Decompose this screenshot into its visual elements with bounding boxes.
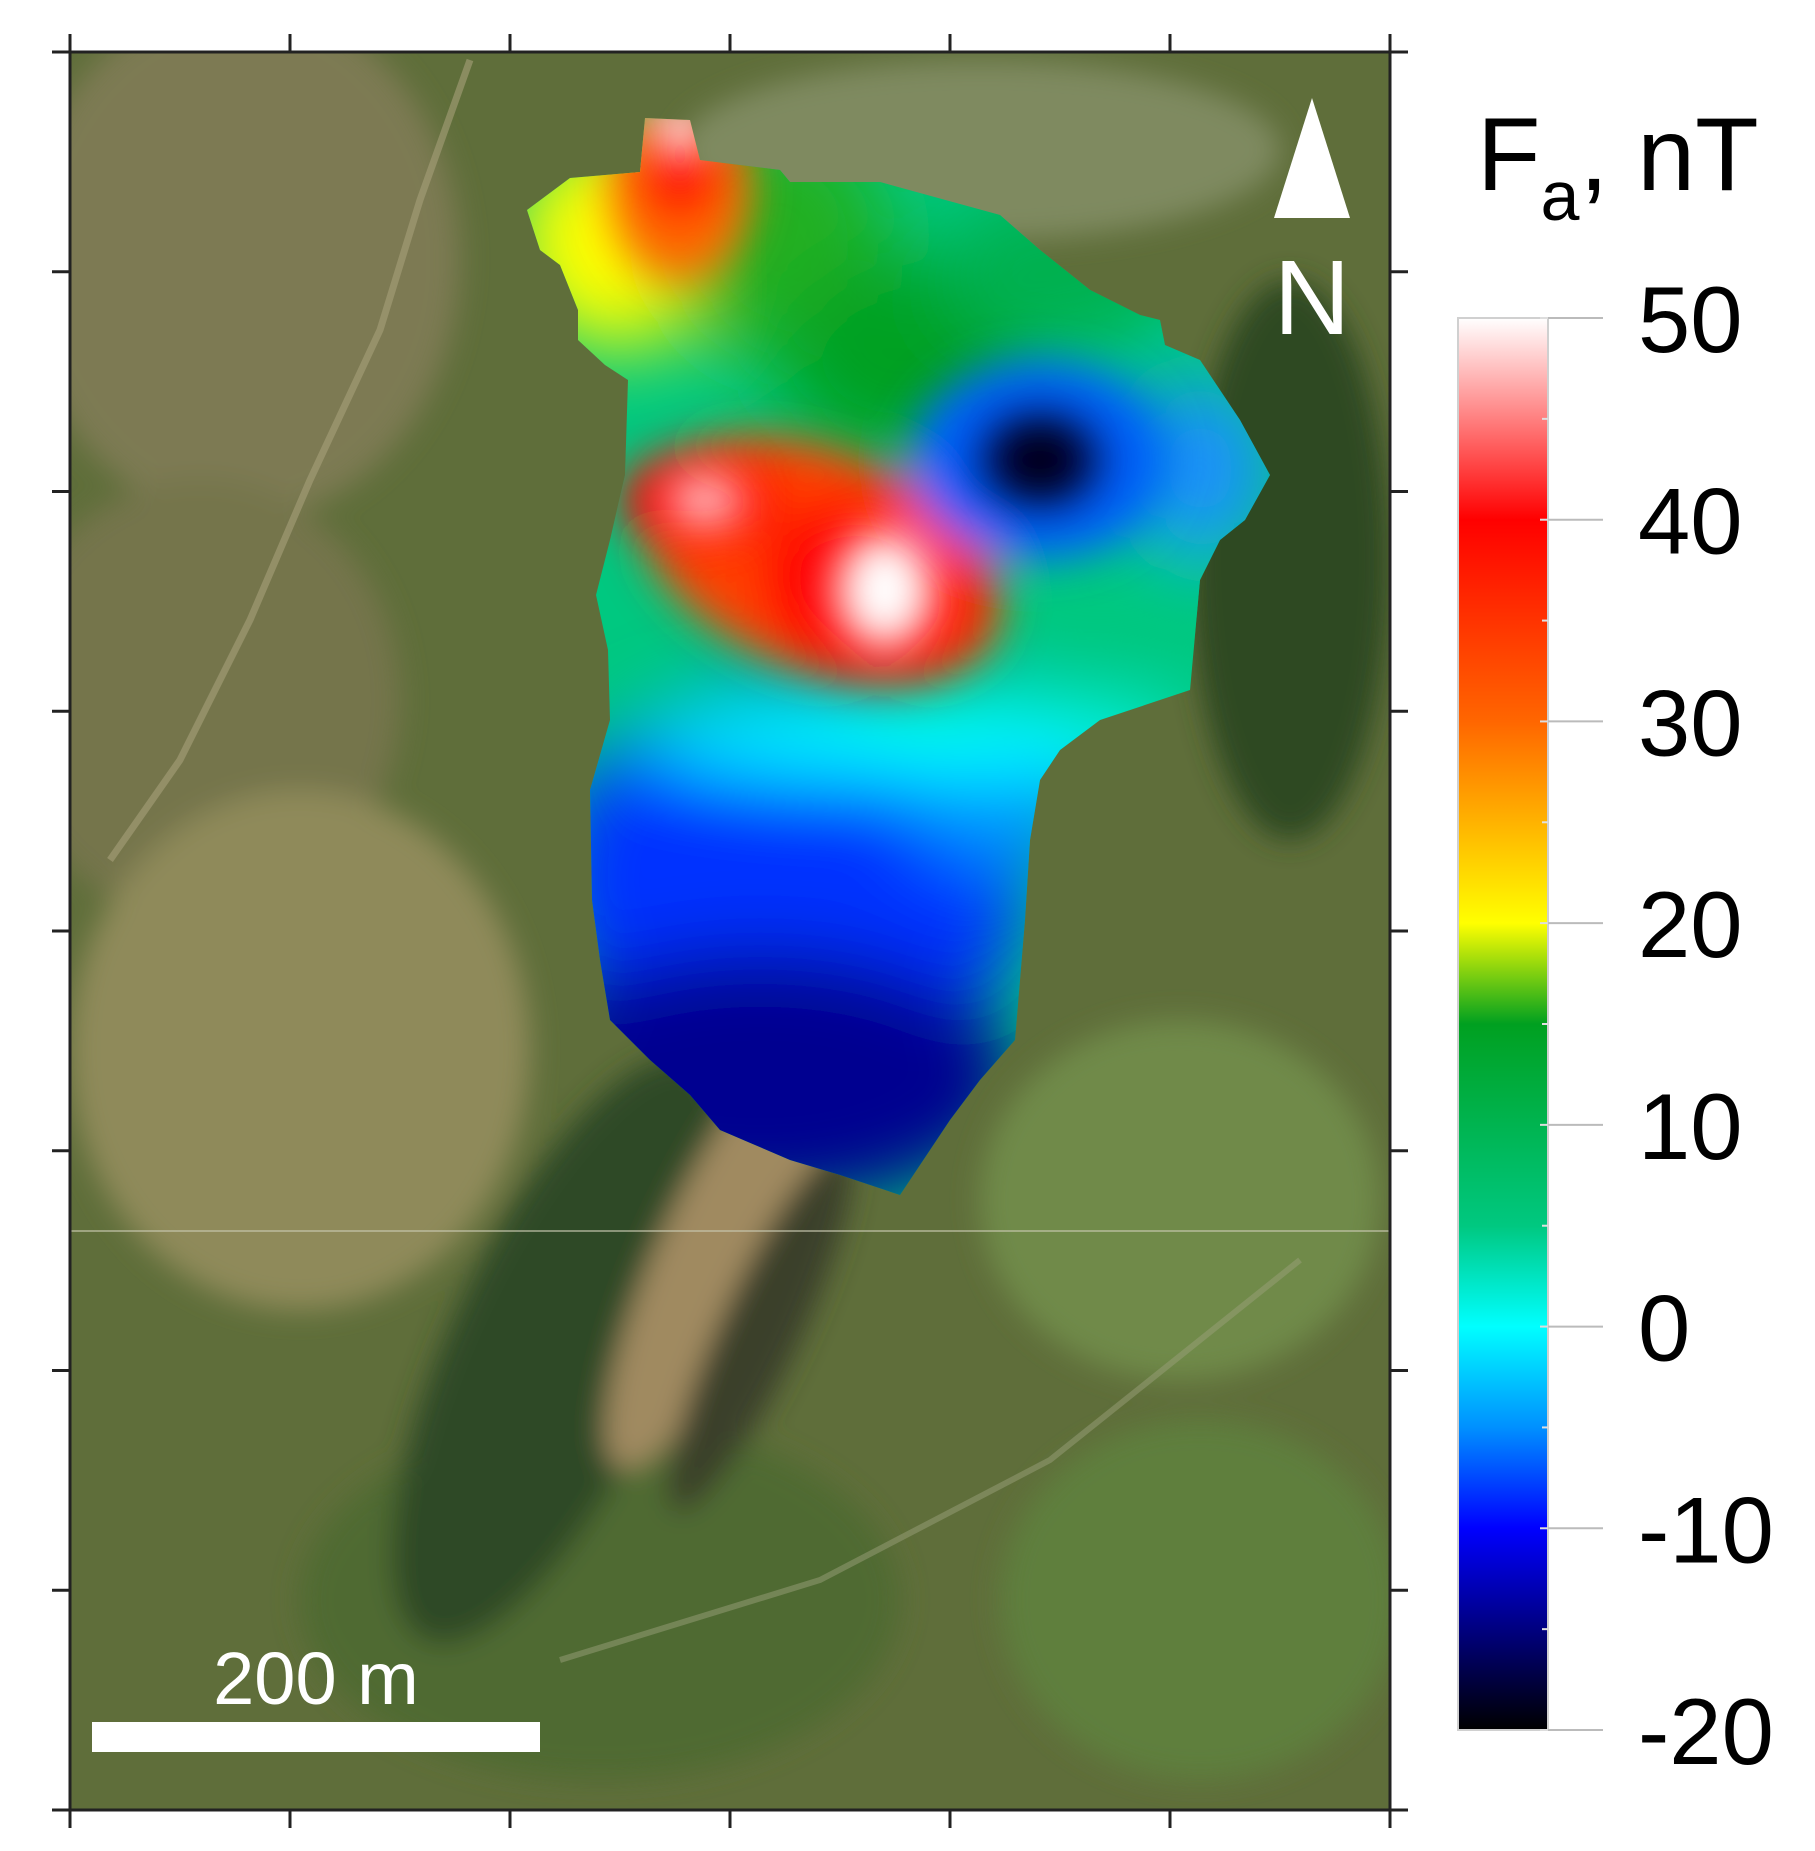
colorbar-title: Fa, nT (1477, 97, 1759, 235)
colorbar-tick-label: 10 (1638, 1074, 1743, 1179)
colorbar-title-main: F (1477, 97, 1541, 213)
colorbar-tick-label: 30 (1638, 670, 1743, 775)
colorbar-tick-label: 0 (1638, 1276, 1690, 1381)
colorbar-tick-label: 50 (1638, 267, 1743, 372)
north-arrow-label: N (1274, 239, 1351, 357)
colorbar-ticks: 50 40 30 20 10 0 -10 -20 (1540, 267, 1774, 1784)
colorbar-title-unit: , nT (1579, 97, 1758, 213)
north-arrow: N (1274, 98, 1351, 357)
map-frame-ticks (52, 34, 1408, 1828)
colorbar-tick-label: -10 (1638, 1477, 1774, 1582)
colorbar-tick-label: 40 (1638, 469, 1743, 574)
colorbar-gradient (1458, 318, 1548, 1730)
colorbar: Fa, nT 50 40 30 20 10 0 -10 -20 (1457, 97, 1774, 1784)
north-arrow-icon (1274, 98, 1350, 218)
colorbar-tick-label: -20 (1638, 1679, 1774, 1784)
colorbar-title-subscript: a (1541, 157, 1580, 235)
scale-bar-label: 200 m (213, 1637, 419, 1720)
scale-bar-line (92, 1722, 540, 1752)
scale-bar: 200 m (92, 1637, 540, 1752)
colorbar-tick-label: 20 (1638, 872, 1743, 977)
